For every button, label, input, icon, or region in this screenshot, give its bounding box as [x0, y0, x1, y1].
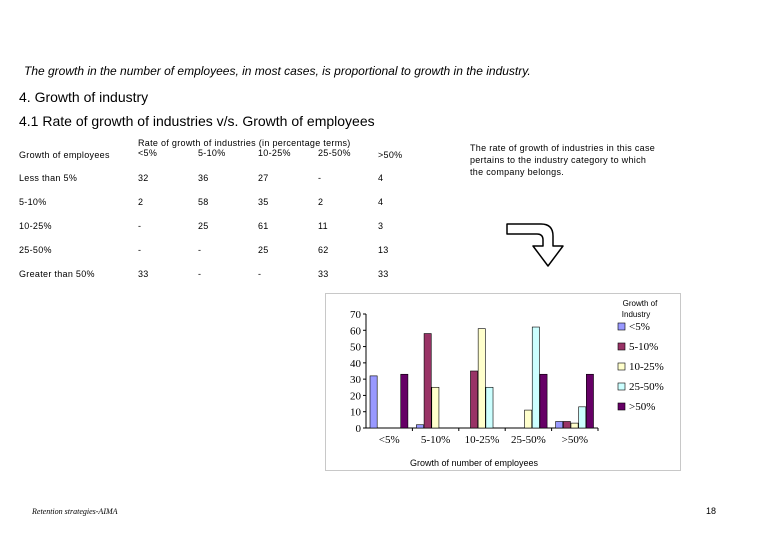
legend-swatch: [617, 342, 626, 351]
x-tick-label: 10-25%: [465, 434, 500, 446]
y-tick-label: 10: [350, 407, 362, 419]
y-tick-label: 20: [350, 390, 362, 402]
table-cell: 61: [258, 221, 269, 231]
growth-chart: 0 10 20 30 40 50 60 70 <5% 5-10% 10-25% 25-50% >50% …: [325, 293, 681, 471]
footer-source: Retention strategies-AIMA: [32, 507, 118, 516]
curved-arrow-icon: [506, 223, 564, 267]
table-cell: -: [138, 221, 142, 231]
legend-swatch: [617, 382, 626, 391]
table-cell: -: [258, 269, 262, 279]
section-heading: 4. Growth of industry: [19, 89, 149, 105]
legend-title: Growth of: [623, 299, 658, 308]
table-cell: -: [138, 245, 142, 255]
x-tick-label: 25-50%: [511, 434, 546, 446]
chart-bar: [531, 326, 540, 429]
chart-bar: [416, 424, 424, 429]
subsection-heading: 4.1 Rate of growth of industries v/s. Gr…: [19, 113, 375, 129]
table-cell: 4: [378, 197, 384, 207]
table-row-label: Greater than 50%: [19, 269, 95, 279]
table-group-header: Rate of growth of industries (in percent…: [138, 138, 351, 148]
chart-bar: [539, 373, 548, 429]
table-cell: 13: [378, 245, 389, 255]
legend-swatch: [617, 402, 626, 411]
page-number: 18: [706, 506, 717, 516]
column-header: >50%: [378, 150, 403, 160]
table-cell: 58: [198, 197, 209, 207]
chart-bars: [369, 326, 594, 429]
legend-label: 25-50%: [629, 381, 664, 393]
table-row-label: 10-25%: [19, 221, 52, 231]
table-cell: 3: [378, 221, 384, 231]
legend-swatch: [617, 322, 626, 331]
chart-bar: [555, 421, 564, 429]
chart-bar: [562, 421, 571, 429]
y-tick-label: 70: [350, 309, 362, 321]
y-tick-label: 30: [350, 374, 362, 386]
table-cell: 35: [258, 197, 269, 207]
table-cell: 33: [318, 269, 329, 279]
column-header: 10-25%: [258, 148, 291, 158]
table-cell: 36: [198, 173, 209, 183]
chart-bar: [470, 370, 478, 429]
column-header: <5%: [138, 148, 158, 158]
legend-title-line2: Industry: [622, 310, 650, 319]
chart-bar: [570, 422, 579, 429]
table-cell: 25: [198, 221, 209, 231]
chart-bar: [586, 373, 594, 429]
table-cell: 2: [138, 197, 144, 207]
table-cell: 11: [318, 221, 328, 231]
table-row-label: 5-10%: [19, 197, 47, 207]
chart-legend: <5% 5-10% 10-25% 25-50% >50%: [617, 321, 664, 413]
y-tick-label: 0: [356, 423, 362, 435]
table-cell: 32: [138, 173, 149, 183]
table-cell: 33: [378, 269, 389, 279]
legend-label: 10-25%: [629, 361, 664, 373]
chart-bar: [423, 333, 432, 429]
chart-bar: [485, 386, 494, 429]
y-tick-label: 50: [350, 342, 362, 354]
table-row-label: Less than 5%: [19, 173, 78, 183]
y-tick-label: 40: [350, 358, 362, 370]
table-cell: 33: [138, 269, 149, 279]
table-cell: -: [318, 173, 322, 183]
intro-text: The growth in the number of employees, i…: [24, 64, 531, 78]
column-header: 25-50%: [318, 148, 351, 158]
x-tick-label: 5-10%: [421, 434, 450, 446]
chart-bar: [431, 386, 440, 429]
legend-label: <5%: [629, 321, 650, 333]
chart-bar: [524, 409, 533, 429]
table-cell: -: [198, 245, 202, 255]
column-header: 5-10%: [198, 148, 226, 158]
x-tick-label: <5%: [379, 434, 400, 446]
table-cell: 27: [258, 173, 269, 183]
legend-label: >50%: [629, 401, 655, 413]
legend-label: 5-10%: [629, 341, 658, 353]
table-cell: 25: [258, 245, 269, 255]
x-axis-label: Growth of number of employees: [410, 458, 539, 468]
table-row-label: 25-50%: [19, 245, 52, 255]
chart-bar: [477, 328, 486, 429]
table-row-header: Growth of employees: [19, 150, 110, 160]
chart-bar: [578, 406, 587, 429]
legend-swatch: [617, 362, 626, 371]
industry-note: The rate of growth of industries in this…: [470, 143, 656, 177]
table-cell: -: [198, 269, 202, 279]
chart-bar: [369, 375, 378, 429]
table-cell: 4: [378, 173, 384, 183]
y-tick-label: 60: [350, 325, 362, 337]
x-tick-label: >50%: [562, 434, 588, 446]
chart-bar: [400, 373, 409, 429]
table-cell: 2: [318, 197, 324, 207]
table-cell: 62: [318, 245, 329, 255]
